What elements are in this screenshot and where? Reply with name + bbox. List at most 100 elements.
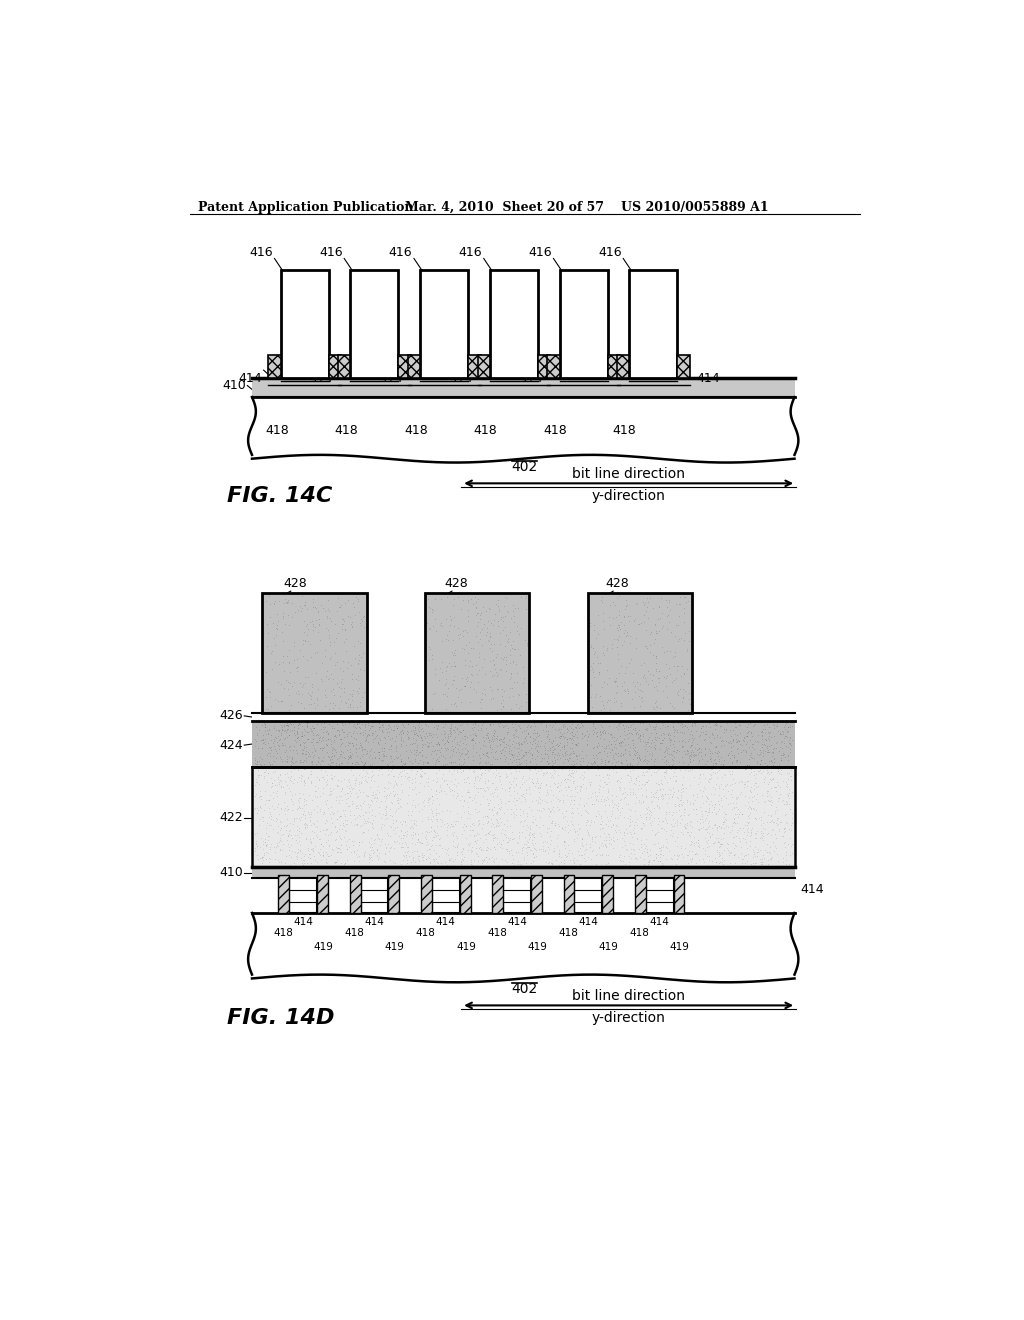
Point (612, 611, 629, 632)
Point (513, 739, 529, 760)
Point (532, 838, 549, 859)
Point (429, 748, 445, 770)
Point (690, 751, 707, 772)
Point (719, 713, 735, 734)
Point (377, 791, 393, 812)
Point (687, 711, 703, 733)
Point (378, 837, 394, 858)
Point (678, 659, 694, 680)
Point (610, 663, 627, 684)
Point (595, 636, 611, 657)
Point (376, 744, 392, 766)
Point (271, 735, 288, 756)
Point (781, 777, 798, 799)
Point (760, 774, 776, 795)
Point (292, 809, 308, 830)
Point (544, 812, 560, 833)
Point (741, 804, 758, 825)
Point (288, 808, 304, 829)
Point (372, 759, 388, 780)
Point (640, 591, 656, 612)
Point (587, 751, 603, 772)
Point (371, 781, 387, 803)
Point (281, 651, 297, 672)
Point (743, 734, 760, 755)
Point (413, 718, 429, 739)
Point (315, 713, 332, 734)
Point (697, 818, 714, 840)
Point (383, 718, 399, 739)
Point (720, 744, 736, 766)
Point (377, 799, 393, 820)
Point (639, 760, 655, 781)
Point (350, 665, 367, 686)
Point (294, 677, 310, 698)
Point (428, 723, 444, 744)
Point (454, 738, 470, 759)
Point (470, 810, 486, 832)
Point (393, 734, 410, 755)
Point (482, 714, 499, 735)
Point (621, 814, 637, 836)
Point (651, 797, 668, 818)
Point (609, 800, 626, 821)
Point (583, 686, 599, 708)
Point (622, 606, 638, 627)
Point (670, 719, 686, 741)
Point (364, 799, 380, 820)
Point (366, 840, 382, 861)
Point (342, 733, 358, 754)
Point (513, 733, 529, 754)
Point (579, 734, 595, 755)
Point (501, 781, 517, 803)
Point (514, 758, 530, 779)
Point (480, 837, 497, 858)
Point (600, 781, 616, 803)
Point (632, 750, 648, 771)
Point (598, 735, 614, 756)
Point (381, 738, 397, 759)
Point (648, 723, 665, 744)
Point (450, 784, 466, 805)
Point (416, 796, 432, 817)
Point (292, 750, 308, 771)
Point (328, 752, 344, 774)
Point (600, 689, 616, 710)
Point (566, 776, 583, 797)
Point (326, 718, 342, 739)
Point (474, 817, 490, 838)
Point (443, 717, 460, 738)
Point (383, 738, 399, 759)
Point (775, 743, 792, 764)
Point (544, 853, 560, 874)
Point (399, 714, 416, 735)
Point (781, 727, 798, 748)
Point (250, 738, 266, 759)
Point (665, 766, 681, 787)
Point (332, 828, 348, 849)
Point (298, 813, 314, 834)
Point (329, 748, 345, 770)
Point (309, 731, 326, 752)
Point (744, 734, 761, 755)
Point (583, 787, 599, 808)
Point (779, 784, 796, 805)
Point (439, 774, 456, 795)
Point (514, 842, 530, 863)
Point (764, 741, 780, 762)
Point (507, 726, 523, 747)
Point (647, 737, 664, 758)
Point (354, 743, 371, 764)
Point (670, 795, 686, 816)
Point (485, 615, 502, 636)
Point (318, 842, 335, 863)
Point (338, 692, 354, 713)
Point (286, 631, 302, 652)
Point (445, 759, 462, 780)
Point (746, 808, 763, 829)
Point (272, 775, 289, 796)
Text: y-direction: y-direction (592, 1011, 666, 1024)
Point (542, 801, 558, 822)
Point (710, 832, 726, 853)
Point (596, 741, 612, 762)
